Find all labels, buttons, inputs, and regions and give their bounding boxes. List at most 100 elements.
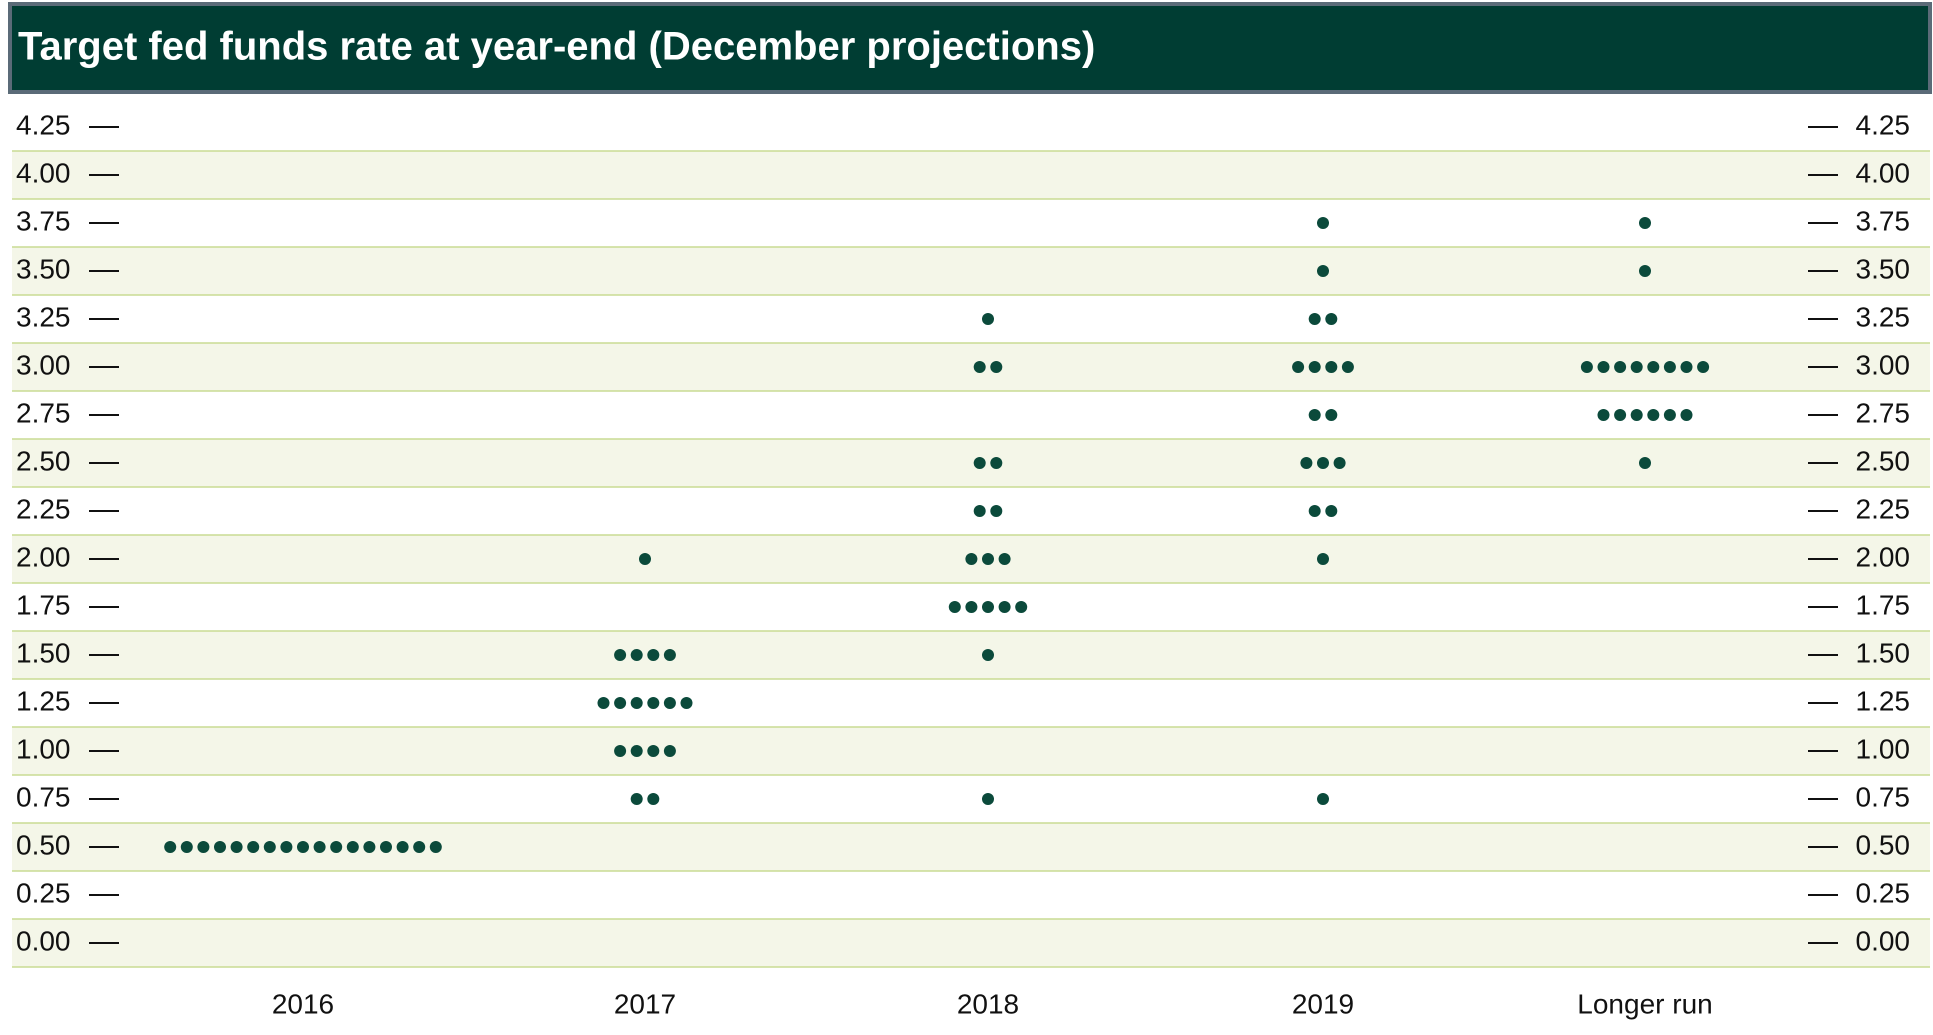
y-tick-label: 4.25 [16, 109, 71, 140]
y-tick-label: 1.50 [16, 637, 71, 668]
y-tick-label-right: 1.25 [1856, 685, 1911, 716]
dot [1308, 409, 1321, 421]
dot [1614, 409, 1627, 421]
dot [1639, 265, 1651, 277]
band [12, 727, 1930, 775]
dot [380, 841, 392, 853]
dot [396, 841, 409, 853]
y-tick-label: 4.00 [16, 157, 71, 188]
y-tick-label-right: 0.25 [1856, 877, 1911, 908]
dot [973, 505, 986, 517]
x-tick-label: 2016 [272, 988, 334, 1019]
title-bar [8, 2, 1932, 94]
dot [197, 841, 210, 853]
dot [1317, 217, 1329, 229]
dot [1697, 361, 1710, 373]
dot [1317, 553, 1329, 565]
dot [1300, 457, 1313, 469]
y-tick-label: 3.25 [16, 301, 71, 332]
dot [647, 697, 660, 709]
dot [1647, 361, 1660, 373]
dot [1325, 313, 1338, 325]
y-tick-label: 0.00 [16, 925, 71, 956]
dot [346, 841, 359, 853]
dot [1015, 601, 1028, 613]
dot [1325, 361, 1338, 373]
y-tick-label-right: 2.50 [1856, 445, 1911, 476]
dot [1292, 361, 1305, 373]
y-tick-label: 0.50 [16, 829, 71, 860]
x-tick-label: Longer run [1577, 988, 1712, 1019]
dot [1597, 409, 1610, 421]
dot [1663, 361, 1676, 373]
dot [990, 457, 1003, 469]
band [12, 343, 1930, 391]
dot [1341, 361, 1354, 373]
dot [180, 841, 193, 853]
dot [413, 841, 426, 853]
dot [1630, 361, 1643, 373]
dot [1308, 313, 1321, 325]
dot [630, 697, 643, 709]
y-tick-label: 2.00 [16, 541, 71, 572]
dot [982, 793, 994, 805]
y-tick-label: 3.75 [16, 205, 71, 236]
dot [1639, 217, 1651, 229]
y-tick-label-right: 0.75 [1856, 781, 1911, 812]
y-tick-label: 3.50 [16, 253, 71, 284]
y-tick-label-right: 4.00 [1856, 157, 1911, 188]
y-tick-label: 1.25 [16, 685, 71, 716]
dot [663, 649, 676, 661]
band [12, 247, 1930, 295]
dot [982, 313, 994, 325]
y-tick-label-right: 0.00 [1856, 925, 1911, 956]
dot [998, 601, 1011, 613]
dot [313, 841, 326, 853]
dot [630, 793, 643, 805]
dot [230, 841, 243, 853]
dot [214, 841, 226, 853]
dot [1614, 361, 1627, 373]
dot [680, 697, 693, 709]
dot [330, 841, 343, 853]
y-tick-label-right: 2.75 [1856, 397, 1911, 428]
y-tick-label-right: 2.25 [1856, 493, 1911, 524]
dot [663, 697, 676, 709]
y-tick-label: 2.50 [16, 445, 71, 476]
dot [614, 697, 627, 709]
y-tick-label: 3.00 [16, 349, 71, 380]
y-tick-label: 1.75 [16, 589, 71, 620]
dot [973, 457, 986, 469]
y-tick-label: 0.75 [16, 781, 71, 812]
dot [247, 841, 260, 853]
dot [1317, 457, 1329, 469]
dot [297, 841, 309, 853]
dot [1680, 361, 1693, 373]
y-tick-label: 0.25 [16, 877, 71, 908]
y-tick-label-right: 3.50 [1856, 253, 1911, 284]
dot [614, 745, 627, 757]
dot [1597, 361, 1610, 373]
dot [982, 553, 994, 565]
dot [663, 745, 676, 757]
chart-title: Target fed funds rate at year-end (Decem… [18, 25, 1095, 69]
y-tick-label-right: 2.00 [1856, 541, 1911, 572]
dot [1317, 793, 1329, 805]
dot [965, 601, 978, 613]
x-tick-label: 2018 [957, 988, 1019, 1019]
y-tick-label: 2.75 [16, 397, 71, 428]
dot [1308, 361, 1321, 373]
band [12, 439, 1930, 487]
band [12, 151, 1930, 199]
bands [12, 150, 1930, 968]
dot [363, 841, 376, 853]
y-tick-label: 2.25 [16, 493, 71, 524]
y-tick-label-right: 3.25 [1856, 301, 1911, 332]
y-tick-label-right: 3.75 [1856, 205, 1911, 236]
dot [1639, 457, 1651, 469]
y-tick-label-right: 1.00 [1856, 733, 1911, 764]
dot [280, 841, 293, 853]
dot [1647, 409, 1660, 421]
dot [263, 841, 276, 853]
